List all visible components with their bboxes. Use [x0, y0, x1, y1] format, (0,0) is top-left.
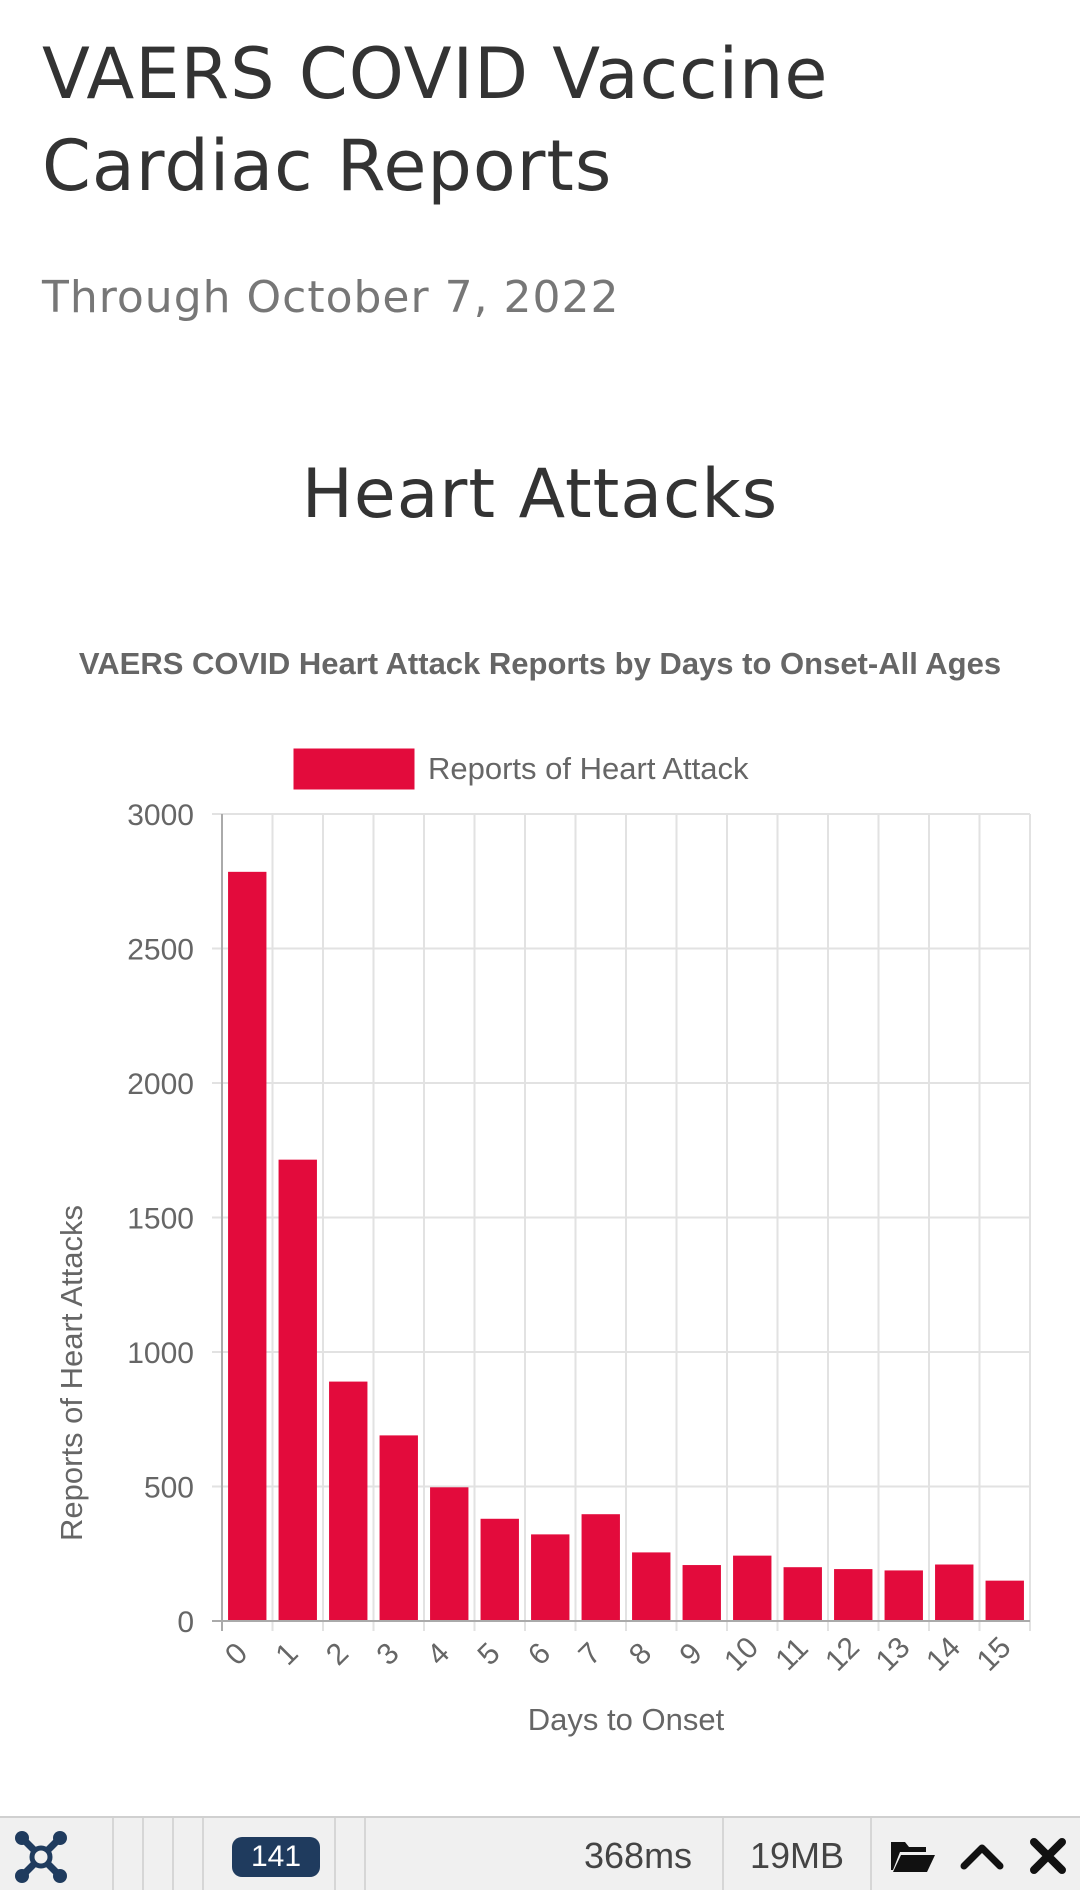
bar[interactable] — [682, 1565, 721, 1621]
x-tick-label: 13 — [870, 1631, 917, 1678]
bar[interactable] — [228, 871, 267, 1621]
bar[interactable] — [430, 1487, 469, 1621]
x-tick-label: 9 — [673, 1637, 708, 1672]
x-tick-label: 10 — [718, 1631, 765, 1678]
x-tick-label: 7 — [572, 1637, 607, 1672]
x-tick-label: 6 — [522, 1637, 557, 1672]
bar[interactable] — [278, 1159, 317, 1621]
x-tick-label: 2 — [320, 1637, 355, 1672]
x-tick-label: 3 — [370, 1637, 405, 1672]
y-tick-label: 1000 — [127, 1337, 194, 1370]
bar[interactable] — [531, 1534, 570, 1621]
legend-swatch — [292, 747, 416, 791]
y-tick-label: 0 — [177, 1606, 194, 1639]
toolbar-divider — [142, 1818, 144, 1890]
bar[interactable] — [884, 1570, 923, 1621]
y-tick-label: 3000 — [127, 799, 194, 832]
y-tick-label: 500 — [144, 1472, 194, 1505]
bar[interactable] — [985, 1580, 1024, 1621]
bar[interactable] — [935, 1564, 974, 1621]
legend-label: Reports of Heart Attack — [428, 751, 749, 786]
x-tick-label: 5 — [471, 1637, 506, 1672]
query-count-badge[interactable]: 141 — [232, 1837, 320, 1877]
joomla-logo-icon[interactable] — [12, 1828, 70, 1886]
chart-title: VAERS COVID Heart Attack Reports by Days… — [79, 646, 1001, 681]
x-tick-label: 8 — [623, 1637, 658, 1672]
bar[interactable] — [783, 1567, 822, 1621]
y-tick-label: 2000 — [127, 1068, 194, 1101]
x-tick-label: 11 — [769, 1632, 814, 1677]
x-tick-label: 14 — [920, 1631, 967, 1678]
bar[interactable] — [834, 1569, 873, 1621]
chart-legend[interactable]: Reports of Heart Attack — [292, 747, 749, 791]
x-tick-label: 0 — [219, 1637, 254, 1672]
request-time[interactable]: 368ms — [584, 1835, 693, 1876]
x-tick-label: 12 — [819, 1631, 866, 1678]
folder-open-icon[interactable] — [888, 1832, 936, 1880]
toolbar-divider — [112, 1818, 114, 1890]
toolbar-divider — [334, 1818, 336, 1890]
debug-toolbar: 141 368ms 19MB — [0, 1816, 1080, 1890]
bar[interactable] — [379, 1435, 418, 1621]
chart-grid — [212, 813, 1031, 1631]
bar[interactable] — [480, 1518, 519, 1621]
close-icon[interactable] — [1024, 1832, 1072, 1880]
toolbar-divider — [172, 1818, 174, 1890]
x-tick-label: 1 — [269, 1637, 304, 1672]
x-axis-label: Days to Onset — [528, 1702, 725, 1737]
chevron-up-icon[interactable] — [958, 1832, 1006, 1880]
memory-usage[interactable]: 19MB — [750, 1835, 845, 1876]
page-title: VAERS COVID Vaccine Cardiac Reports — [42, 33, 829, 207]
chart-svg: VAERS COVID Heart Attack Reports by Days… — [54, 646, 1031, 1737]
toolbar-divider — [202, 1818, 204, 1890]
x-tick-label: 15 — [971, 1631, 1018, 1678]
y-tick-label: 1500 — [127, 1203, 194, 1236]
toolbar-divider — [722, 1818, 724, 1890]
bar[interactable] — [329, 1381, 368, 1621]
y-tick-label: 2500 — [127, 934, 194, 967]
x-tick-label: 4 — [421, 1637, 456, 1672]
heart-attack-chart: VAERS COVID Heart Attack Reports by Days… — [0, 640, 1080, 1740]
section-heading: Heart Attacks — [301, 455, 779, 534]
page-subtitle: Through October 7, 2022 — [42, 272, 620, 323]
bar[interactable] — [581, 1514, 620, 1621]
toolbar-divider — [870, 1818, 872, 1890]
toolbar-divider — [364, 1818, 366, 1890]
bar[interactable] — [733, 1555, 772, 1621]
chart-bars — [228, 871, 1024, 1621]
y-axis-label: Reports of Heart Attacks — [54, 1205, 89, 1541]
bar[interactable] — [632, 1552, 671, 1621]
